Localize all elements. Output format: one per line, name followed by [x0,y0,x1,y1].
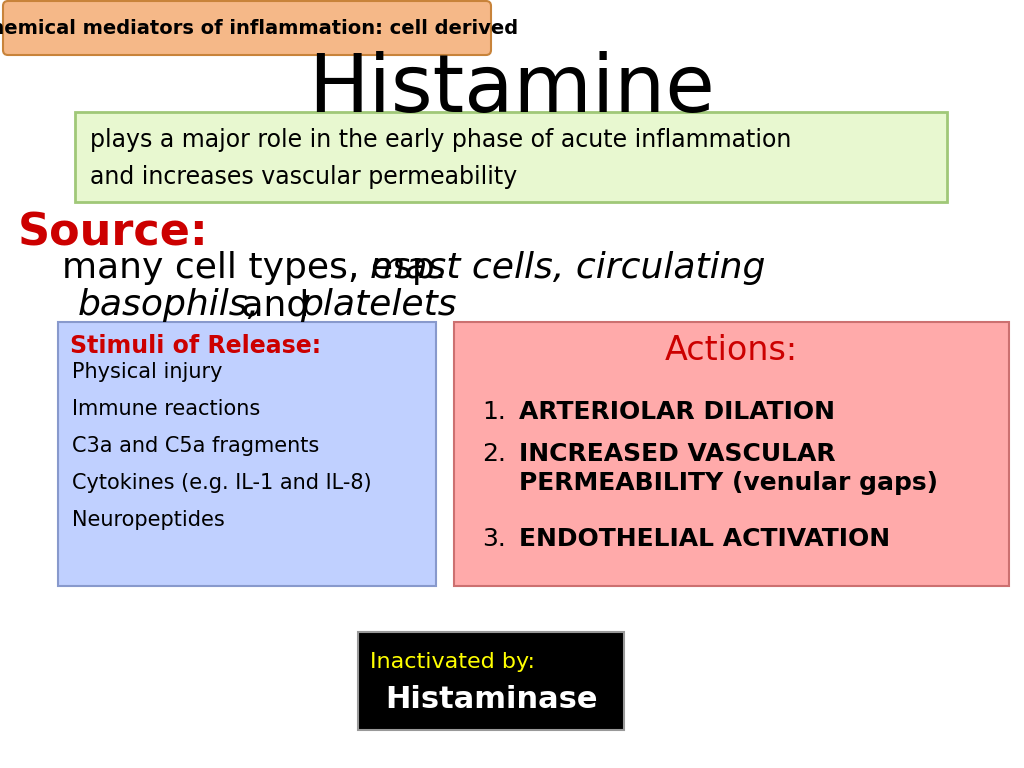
Text: ENDOTHELIAL ACTIVATION: ENDOTHELIAL ACTIVATION [519,527,890,551]
Text: Chemical mediators of inflammation: cell derived: Chemical mediators of inflammation: cell… [0,18,518,38]
FancyBboxPatch shape [454,322,1009,586]
Text: many cell types, esp.: many cell types, esp. [62,251,458,285]
FancyBboxPatch shape [358,632,624,730]
Text: platelets: platelets [300,288,457,322]
Text: Stimuli of Release:: Stimuli of Release: [70,334,322,358]
FancyBboxPatch shape [58,322,436,586]
FancyBboxPatch shape [75,112,947,202]
Text: 3.: 3. [482,527,506,551]
Text: INCREASED VASCULAR
PERMEABILITY (venular gaps): INCREASED VASCULAR PERMEABILITY (venular… [519,442,938,495]
Text: Histamine: Histamine [308,51,716,129]
Text: 2.: 2. [482,442,506,466]
Text: C3a and C5a fragments: C3a and C5a fragments [72,436,319,456]
Text: plays a major role in the early phase of acute inflammation: plays a major role in the early phase of… [90,128,792,152]
Text: and increases vascular permeability: and increases vascular permeability [90,165,517,189]
Text: Neuropeptides: Neuropeptides [72,510,224,530]
Text: ARTERIOLAR DILATION: ARTERIOLAR DILATION [519,400,835,424]
Text: 1.: 1. [482,400,506,424]
Text: Immune reactions: Immune reactions [72,399,260,419]
Text: Actions:: Actions: [665,333,798,366]
Text: and: and [230,288,321,322]
Text: Cytokines (e.g. IL-1 and IL-8): Cytokines (e.g. IL-1 and IL-8) [72,473,372,493]
Text: Histaminase: Histaminase [385,686,597,714]
Text: Source:: Source: [18,211,209,254]
Text: Physical injury: Physical injury [72,362,222,382]
Text: Inactivated by:: Inactivated by: [370,652,535,672]
Text: mast cells, circulating: mast cells, circulating [370,251,765,285]
FancyBboxPatch shape [3,1,490,55]
Text: basophils,: basophils, [78,288,260,322]
